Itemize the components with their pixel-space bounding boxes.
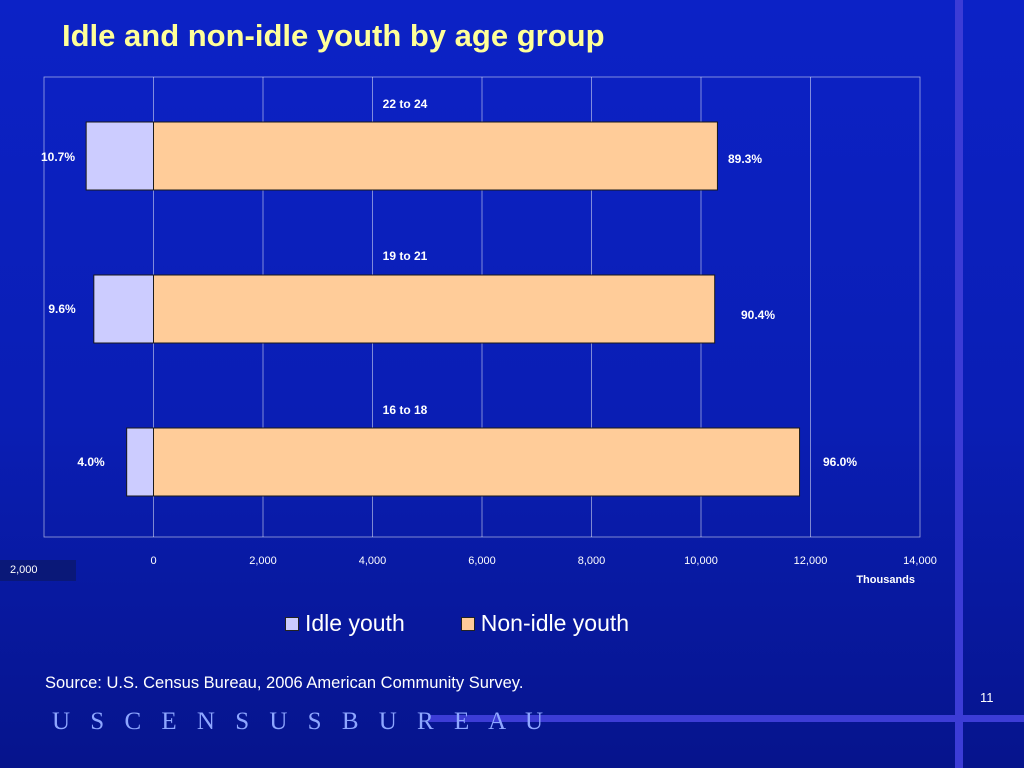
bar-idle bbox=[85, 121, 154, 191]
legend-item-non-idle: Non-idle youth bbox=[460, 610, 630, 637]
decorative-horizontal-rule bbox=[428, 715, 1024, 722]
bar-idle bbox=[126, 427, 154, 497]
source-note: Source: U.S. Census Bureau, 2006 America… bbox=[45, 674, 524, 692]
legend-swatch-idle bbox=[285, 616, 299, 631]
legend-label-idle: Idle youth bbox=[305, 610, 405, 636]
bar-non-idle bbox=[153, 121, 718, 191]
category-label: 16 to 18 bbox=[383, 403, 428, 417]
x-tick-label: 8,000 bbox=[578, 555, 606, 567]
data-label-idle: 9.6% bbox=[48, 302, 76, 316]
legend-item-idle: Idle youth bbox=[285, 610, 405, 637]
x-tick-label: 0 bbox=[150, 555, 156, 567]
legend-swatch-non-idle bbox=[460, 616, 475, 631]
category-label: 22 to 24 bbox=[383, 97, 428, 111]
data-label-non-idle: 89.3% bbox=[728, 152, 762, 166]
legend-label-non-idle: Non-idle youth bbox=[480, 610, 630, 636]
x-tick-label: 6,000 bbox=[468, 555, 496, 567]
slide-title: Idle and non-idle youth by age group bbox=[62, 18, 605, 53]
category-label: 19 to 21 bbox=[383, 249, 428, 263]
data-label-non-idle: 96.0% bbox=[823, 455, 857, 469]
x-tick-label-negative: 2,000 bbox=[0, 560, 76, 581]
decorative-vertical-rule bbox=[955, 0, 963, 768]
x-tick-label: 14,000 bbox=[903, 555, 937, 567]
data-label-idle: 10.7% bbox=[41, 150, 75, 164]
data-label-idle: 4.0% bbox=[77, 455, 105, 469]
census-bureau-logo: U S C E N S U S B U R E A U bbox=[52, 708, 551, 735]
data-label-non-idle: 90.4% bbox=[741, 308, 775, 322]
x-tick-label: 12,000 bbox=[794, 555, 828, 567]
chart-legend: Idle youth Non-idle youth bbox=[285, 610, 629, 637]
bar-non-idle bbox=[153, 274, 716, 344]
bar-idle bbox=[93, 274, 155, 344]
x-axis-title: Thousands bbox=[856, 574, 915, 586]
page-number: 11 bbox=[980, 690, 994, 705]
x-tick-label: 2,000 bbox=[249, 555, 277, 567]
x-tick-label: 4,000 bbox=[359, 555, 387, 567]
bar-non-idle bbox=[153, 427, 801, 497]
x-tick-label: 10,000 bbox=[684, 555, 718, 567]
bar-chart: 0 2,000 4,000 6,000 8,000 10,000 12,000 14,000 T… bbox=[41, 97, 937, 586]
